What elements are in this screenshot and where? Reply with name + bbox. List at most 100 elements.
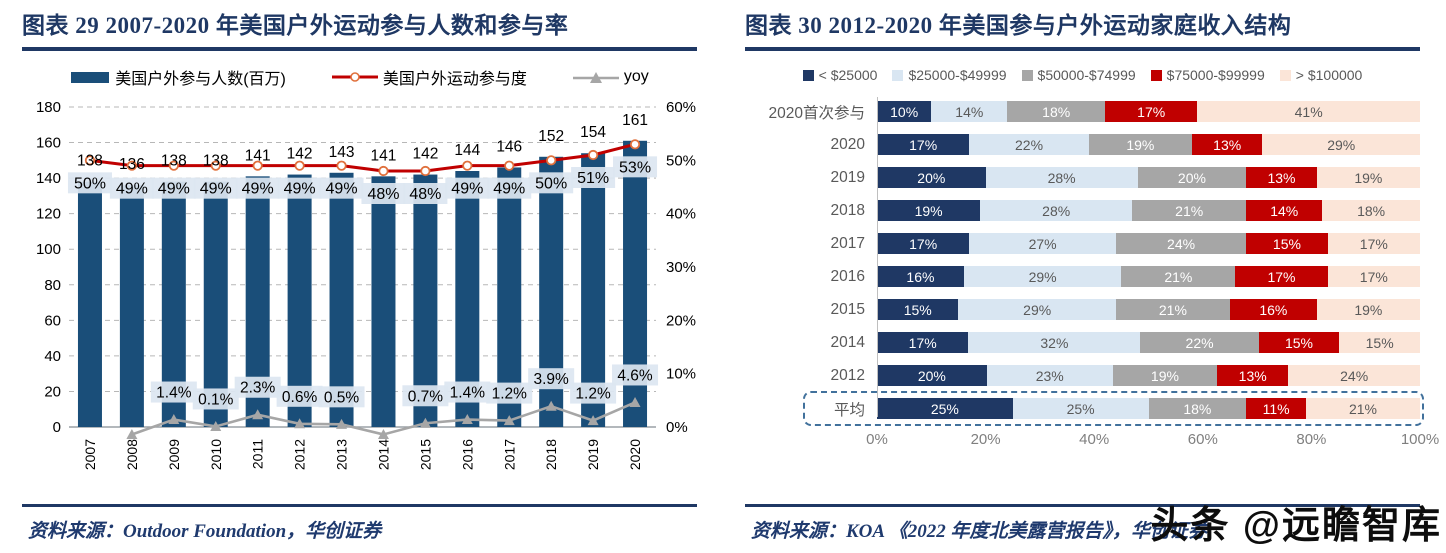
legend-label: $25000-$49999 — [908, 67, 1007, 83]
bar-value-label: 136 — [119, 156, 145, 173]
bar-value-label: 152 — [538, 128, 564, 145]
bar-value-label: 138 — [77, 153, 103, 170]
bar-segment: 18% — [1148, 398, 1247, 419]
bar-segment: 17% — [1327, 233, 1420, 254]
bar-segment: 32% — [968, 332, 1141, 353]
yoy-marker — [545, 400, 557, 411]
bar — [371, 176, 396, 427]
bar-value-label: 138 — [203, 153, 229, 170]
rate-label: 49% — [451, 181, 483, 198]
yoy-label: 0.1% — [198, 391, 234, 408]
rate-label: 49% — [326, 181, 358, 198]
row-label: 平均 — [833, 401, 865, 419]
bar-value-label: 143 — [329, 144, 355, 161]
bar-segment: 17% — [877, 332, 969, 353]
bar-segment: 19% — [1088, 134, 1192, 155]
figure-30-legend: < $25000 $25000-$49999 $50000-$74999 $75000… — [745, 67, 1420, 83]
bar-segment: 17% — [877, 233, 970, 254]
rate-label: 49% — [158, 181, 190, 198]
legend-swatch — [802, 69, 814, 81]
rate-label-bg — [403, 183, 448, 204]
rate-marker — [420, 165, 431, 177]
bar-legend-icon — [71, 72, 110, 83]
rate-marker — [629, 139, 641, 150]
bar-track: 15% 29% 21% 16% 19% — [877, 299, 1420, 320]
legend-item: < $25000 — [802, 67, 877, 83]
yoy-label-bg — [192, 388, 239, 410]
rate-label: 49% — [200, 181, 232, 198]
bar-segment: 13% — [1191, 134, 1263, 155]
year-label: 2014 — [375, 439, 391, 470]
bar-segment: 20% — [1137, 167, 1247, 188]
yoy-label: 1.2% — [492, 386, 528, 403]
year-label: 2017 — [501, 439, 517, 470]
x-axis-tick: 60% — [1187, 431, 1218, 448]
yoy-marker — [503, 415, 515, 426]
bar-segment: 15% — [1246, 233, 1328, 254]
rate-label-bg — [529, 172, 574, 194]
bar-segment: 24% — [1115, 233, 1247, 254]
bar-segment: 15% — [1339, 332, 1420, 353]
stacked-bar-row: 平均 25% 25% 18% 11% 21% — [745, 398, 1420, 419]
bar-segment: 20% — [877, 167, 986, 188]
year-label: 2010 — [208, 439, 224, 470]
figure-30-x-axis: 0% 20% 40% 60% 80% 100% — [866, 431, 1439, 451]
year-label: 2012 — [292, 439, 308, 470]
yoy-marker — [377, 428, 389, 439]
bar-value-label: 142 — [287, 146, 313, 163]
bar-track: 17% 22% 19% 13% 29% — [877, 134, 1420, 155]
row-label: 2020首次参与 — [768, 104, 865, 122]
bar-segment: 27% — [969, 233, 1116, 254]
bar-segment: 24% — [1288, 365, 1420, 386]
legend-swatch — [1279, 69, 1291, 81]
yoy-label-bg — [612, 364, 659, 386]
figure-29-panel: 图表 29 2007-2020 年美国户外运动参与人数和参与率 美国户外参与人数… — [22, 13, 697, 542]
stacked-bar-row: 2018 19% 28% 21% 14% 18% — [745, 200, 1420, 221]
bar-segment: 19% — [1112, 365, 1218, 386]
bar-segment: 41% — [1197, 101, 1420, 122]
rate-marker — [462, 160, 473, 171]
left-axis-tick: 100 — [36, 241, 61, 258]
left-axis-tick: 40 — [44, 348, 61, 365]
right-axis-tick: 10% — [666, 366, 696, 383]
yoy-marker — [294, 418, 306, 429]
figure-29-source-divider — [22, 504, 697, 507]
rate-label-bg — [67, 172, 112, 194]
bar-value-label: 138 — [161, 153, 187, 170]
legend-label: > $100000 — [1295, 67, 1363, 83]
legend-item: $50000-$74999 — [1021, 67, 1136, 83]
right-axis-tick: 20% — [666, 312, 696, 329]
bar-track: 20% 28% 20% 13% 19% — [877, 167, 1420, 188]
bar-segment: 15% — [877, 299, 959, 320]
x-axis-tick: 80% — [1296, 431, 1327, 448]
bar-segment: 22% — [1140, 332, 1259, 353]
year-label: 2009 — [166, 439, 182, 470]
yoy-marker — [210, 420, 222, 431]
bar-segment: 22% — [969, 134, 1089, 155]
bar-segment: 28% — [985, 167, 1138, 188]
yoy-label: 2.3% — [240, 380, 276, 397]
right-axis-tick: 50% — [666, 152, 696, 169]
bar-track: 17% 32% 22% 15% 15% — [877, 332, 1420, 353]
yoy-marker — [168, 414, 180, 425]
yoy-label-bg — [570, 382, 617, 404]
bar-segment: 29% — [963, 266, 1122, 287]
bar-segment: 13% — [1217, 365, 1289, 386]
stacked-bar-row: 2017 17% 27% 24% 15% 17% — [745, 233, 1420, 254]
bar-track: 19% 28% 21% 14% 18% — [877, 200, 1420, 221]
y-axis-line — [877, 97, 878, 417]
x-axis-tick: 100% — [1400, 431, 1440, 448]
row-label: 2012 — [830, 366, 865, 384]
yoy-label-bg — [276, 385, 323, 407]
legend-item: $25000-$49999 — [892, 67, 1007, 83]
rate-label: 50% — [535, 175, 567, 192]
yoy-label: 0.6% — [282, 389, 318, 406]
right-axis-tick: 30% — [666, 259, 696, 276]
stacked-bar-row: 2012 20% 23% 19% 13% 24% — [745, 365, 1420, 386]
bar-segment: 14% — [931, 101, 1008, 122]
rate-label: 49% — [116, 181, 148, 198]
bar-value-label: 144 — [454, 142, 480, 159]
row-label: 2017 — [830, 234, 865, 252]
bar-segment: 17% — [1105, 101, 1198, 122]
bar-segment: 25% — [1012, 398, 1149, 419]
